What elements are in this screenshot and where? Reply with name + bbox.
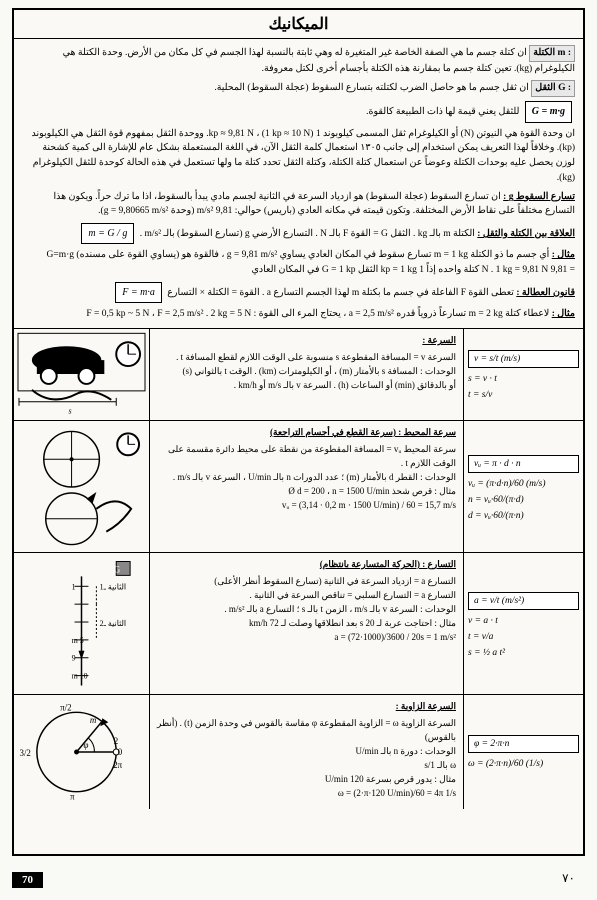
formula-column: vᵤ = π · d · n vᵤ = (π·d·n)/60 (m/s) n = v… — [463, 421, 583, 555]
row-heading: سرعة المحيط : (سرعة القطع في أجسام الترا… — [157, 426, 456, 440]
svg-text:9: 9 — [72, 654, 76, 663]
diagram-column: G 1 5 m 9 10 m الثانية ـ1 الثانية ـ2 — [14, 553, 149, 697]
row-heading: السرعة الزاوية : — [157, 700, 456, 714]
svg-text:0: 0 — [118, 747, 123, 757]
eq-g: G = m·g — [525, 101, 572, 123]
accel-body: ان تسارع السقوط (عجلة السقوط) هو ازدياد … — [53, 192, 575, 217]
text-line: الوحدات : دورة n بالـ U/min — [157, 745, 456, 759]
section-row: vᵤ = π · d · n vᵤ = (π·d·n)/60 (m/s) n = v… — [14, 420, 583, 552]
svg-text:φ: φ — [84, 740, 89, 750]
diagram-column: φ 2 0 2π m π 3/2 π π/2 — [14, 695, 149, 809]
formula: n = vᵤ·60/(π·d) — [468, 495, 579, 505]
text-line: مثال : قرص شحذ Ø d = 200 ، n = 1500 U/mi… — [157, 485, 456, 499]
section-row: a = v/t (m/s²) v = a · t t = v/a s = ½ a t²… — [14, 552, 583, 694]
svg-text:m: m — [90, 715, 97, 725]
svg-text:π/2: π/2 — [60, 702, 71, 712]
formula: a = v/t (m/s²) — [468, 592, 579, 610]
tag-ex2: مثال : — [552, 309, 575, 319]
formula: vᵤ = (π·d·n)/60 (m/s) — [468, 479, 579, 489]
intro-text: الكتلة m : ان كتلة جسم ما هي الصفة الخاص… — [14, 39, 583, 328]
text-line: السرعة v = المسافة المقطوعة s منسوبة على… — [157, 351, 456, 365]
text-column: التسارع : (الحركة المتسارعة بانتظام) التس… — [149, 553, 463, 697]
diagram-column: s — [14, 329, 149, 421]
page-number-en: 70 — [12, 872, 43, 888]
text-line: vᵤ = (3,14 · 0,2 m · 1500 U/min) / 60 = … — [157, 499, 456, 513]
text-line: أو بالدقائق (min) أو الساعات (h) . السرع… — [157, 379, 456, 393]
svg-text:G: G — [114, 565, 121, 575]
formula: s = v · t — [468, 374, 579, 384]
row-heading: السرعة : — [157, 334, 456, 348]
svg-text:5 m: 5 m — [72, 636, 84, 645]
sections: v = s/t (m/s)s = v · tt = s/vالسرعة :الس… — [14, 328, 583, 806]
formula-column: a = v/t (m/s²) v = a · t t = v/a s = ½ a t² — [463, 553, 583, 697]
formula: ω = (2·π·n)/60 (1/s) — [468, 759, 579, 769]
svg-text:الثانية ـ1: الثانية ـ1 — [100, 582, 127, 591]
weight-body: ان ثقل جسم ما هو حاصل الضرب لكتلته بتسار… — [214, 83, 529, 93]
text-line: ω = (2·π·120 U/min)/60 = 4π 1/s — [157, 787, 456, 801]
formula: t = s/v — [468, 390, 579, 400]
formula: v = a · t — [468, 616, 579, 626]
page: الميكانيك الكتلة m : ان كتلة جسم ما هي ا… — [0, 0, 597, 900]
tag-forcelaw: قانون العطالة : — [516, 288, 575, 298]
text-line: الوحدات : المسافة s بالأمتار (m) ، أو ال… — [157, 365, 456, 379]
text-line: a = (72·1000)/3600 / 20s = 1 m/s² — [157, 631, 456, 645]
tag-ex1: مثال : — [552, 250, 575, 260]
svg-text:10 m: 10 m — [72, 672, 88, 681]
text-line: التسارع a = التسارع السلبي = تناقص السرع… — [157, 589, 456, 603]
text-line: الوحدات : القطر d بالأمتار (m) ؛ عدد الد… — [157, 471, 456, 485]
tag-mass: الكتلة m : — [529, 45, 575, 62]
formula: s = ½ a t² — [468, 648, 579, 658]
eq-f: F = m·a — [115, 282, 162, 304]
page-number-ar: ٧٠ — [562, 871, 575, 886]
formula: t = v/a — [468, 632, 579, 642]
ex1-body: أي جسم ما ذو الكتلة m = 1 kg تسارع سقوط … — [47, 250, 550, 260]
weight2: للثقل يعني قيمة لها ذات الطبيعة كالقوة. — [366, 107, 519, 117]
text-line: الوحدات : السرعة v بالـ m/s ، الزمن t با… — [157, 603, 456, 617]
eq-m: m = G / g — [81, 223, 134, 245]
ex1-l2: = 9,81 N . 1 kg = 9,81 N كتلة واحده إذاً… — [22, 263, 575, 278]
svg-text:الثانية ـ2: الثانية ـ2 — [100, 619, 127, 628]
rel-body: الكتلة m بالـ kg . الثقل G = القوة F بال… — [140, 229, 475, 239]
forcelaw-body: تعطى القوة F الفاعلة في جسم ما بكتلة m ل… — [167, 288, 514, 298]
svg-text:s: s — [68, 407, 71, 416]
text-line: سرعة المحيط vᵤ = المسافة المقطوعة من نقط… — [157, 443, 456, 471]
tag-weight: الثقل G : — [531, 80, 575, 97]
main-frame: الميكانيك الكتلة m : ان كتلة جسم ما هي ا… — [12, 8, 585, 856]
formula: vᵤ = π · d · n — [468, 455, 579, 473]
formula: d = vᵤ·60/(π·n) — [468, 511, 579, 521]
svg-text:π: π — [70, 792, 75, 802]
diagram-column — [14, 421, 149, 555]
tag-rel: العلاقة بين الكتلة والثقل : — [477, 229, 575, 239]
text-column: سرعة المحيط : (سرعة القطع في أجسام الترا… — [149, 421, 463, 555]
section-row: φ = 2·π·n ω = (2·π·n)/60 (1/s) السرعة الزا… — [14, 694, 583, 806]
svg-text:3/2 π: 3/2 π — [17, 748, 31, 758]
ex2-body: لاعطاء كتلة m = 2 kg تسارعاً ذروياً قدره… — [86, 309, 549, 319]
text-line: التسارع a = ازدياد السرعة في الثانية (تس… — [157, 575, 456, 589]
formula-column: φ = 2·π·n ω = (2·π·n)/60 (1/s) — [463, 695, 583, 809]
svg-text:2: 2 — [114, 736, 118, 746]
text-column: السرعة : السرعة v = المسافة المقطوعة s من… — [149, 329, 463, 421]
page-title: الميكانيك — [14, 10, 583, 39]
formula-column: v = s/t (m/s) s = v · t t = s/v — [463, 329, 583, 421]
unit-text: ان وحدة القوة هي النيوتن (N) أو الكيلوغر… — [22, 127, 575, 186]
text-line: ω بالـ 1/s — [157, 759, 456, 773]
row-heading: التسارع : (الحركة المتسارعة بانتظام) — [157, 558, 456, 572]
text-line: مثال : احتاجت عربة لـ 20 s بعد انطلاقها … — [157, 617, 456, 631]
section-row: v = s/t (m/s)s = v · tt = s/vالسرعة :الس… — [14, 328, 583, 420]
mass-body: ان كتلة جسم ما هي الصفة الخاصة غير المتغ… — [63, 48, 575, 74]
svg-text:1: 1 — [72, 582, 76, 591]
text-line: مثال : يدور قرص بسرعة 120 U/min — [157, 773, 456, 787]
formula: φ = 2·π·n — [468, 735, 579, 753]
svg-text:2π: 2π — [113, 760, 122, 770]
text-line: السرعة الزاوية ω = الزاوية المقطوعة φ مق… — [157, 717, 456, 745]
text-column: السرعة الزاوية : السرعة الزاوية ω = الزاو… — [149, 695, 463, 809]
formula: v = s/t (m/s) — [468, 350, 579, 368]
tag-accel: تسارع السقوط g : — [503, 192, 575, 202]
